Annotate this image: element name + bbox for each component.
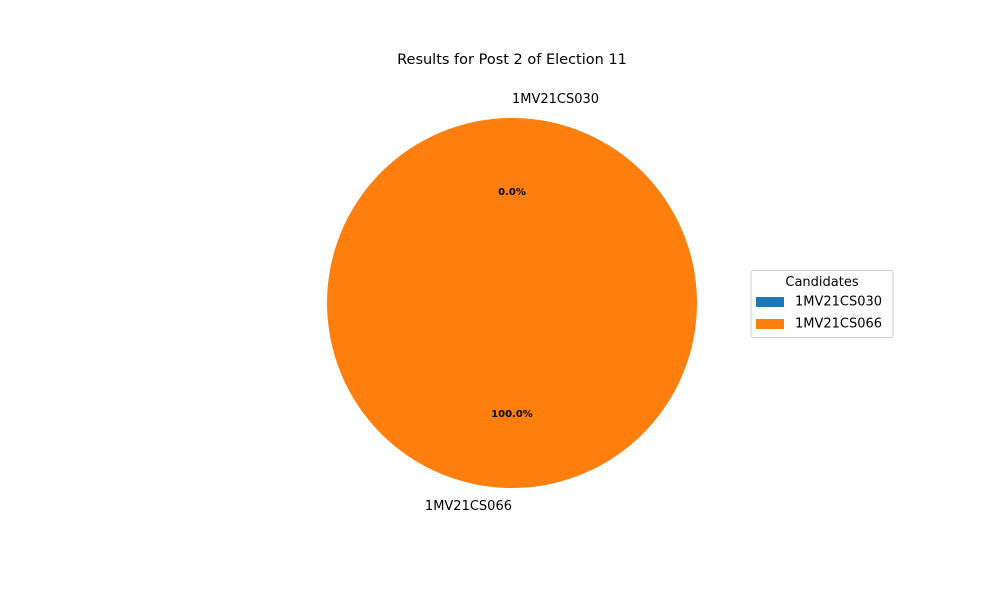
slice-label: 1MV21CS066 bbox=[425, 499, 512, 514]
legend-swatch bbox=[756, 297, 784, 307]
percent-label: 100.0% bbox=[491, 409, 533, 420]
legend-label: 1MV21CS066 bbox=[795, 317, 882, 332]
legend-title: Candidates bbox=[785, 275, 858, 290]
pie-slice-1MV21CS066 bbox=[327, 118, 697, 488]
legend-label: 1MV21CS030 bbox=[795, 295, 882, 310]
pie-slices bbox=[327, 118, 697, 488]
legend: Candidates 1MV21CS030 1MV21CS066 bbox=[750, 270, 894, 338]
legend-entries: 1MV21CS030 1MV21CS066 bbox=[756, 295, 882, 332]
percent-label: 0.0% bbox=[498, 187, 526, 198]
legend-frame bbox=[750, 270, 894, 338]
chart-title: Results for Post 2 of Election 11 bbox=[397, 52, 627, 68]
pie-labels: 1MV21CS030 0.0% 1MV21CS066 100.0% bbox=[425, 92, 599, 514]
slice-label: 1MV21CS030 bbox=[512, 92, 599, 107]
legend-swatch bbox=[756, 319, 784, 329]
